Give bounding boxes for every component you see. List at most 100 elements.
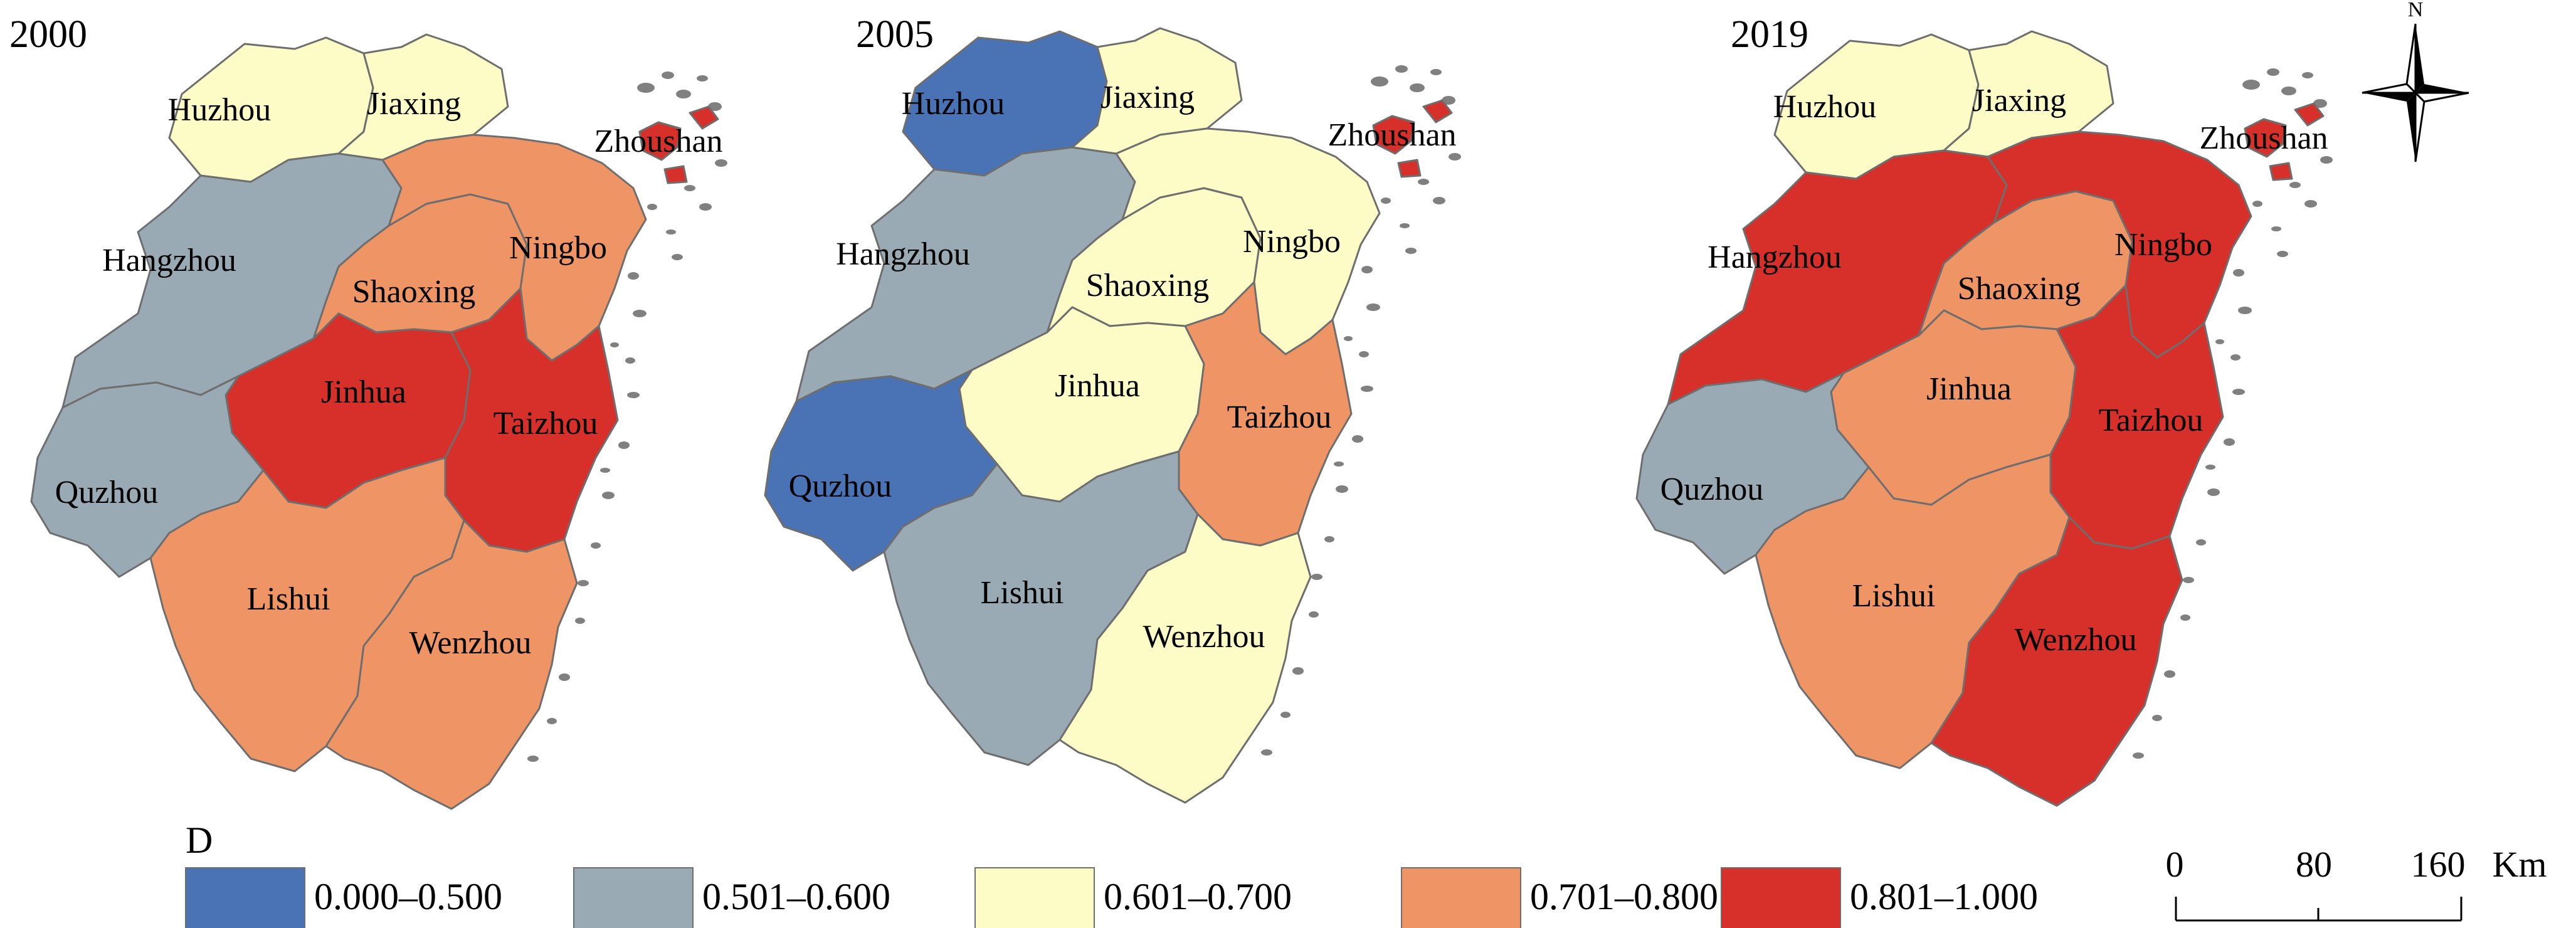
scale-bar: 0 80 160 Km xyxy=(2166,844,2547,922)
island-shape xyxy=(1359,351,1369,357)
island-shape xyxy=(647,204,657,210)
island-shape xyxy=(2277,251,2288,257)
island-shape xyxy=(527,756,539,762)
legend-swatch xyxy=(185,867,305,928)
island-shape xyxy=(1433,197,1445,204)
island-shape xyxy=(2252,201,2262,207)
island-shape xyxy=(2238,307,2252,314)
island-shape xyxy=(1280,712,1291,718)
island-shape xyxy=(2281,87,2296,95)
island-shape xyxy=(2207,488,2220,496)
map-year-label: 2000 xyxy=(9,13,87,56)
island-shape xyxy=(1449,153,1461,161)
island-shape xyxy=(628,272,639,280)
island-shape xyxy=(2289,182,2301,188)
island-shape xyxy=(1324,536,1334,542)
island-shape xyxy=(676,90,691,98)
legend-swatch xyxy=(1401,867,1521,928)
region-label-ningbo: Ningbo xyxy=(1243,224,1341,260)
scale-unit: Km xyxy=(2493,844,2547,885)
region-label-ningbo: Ningbo xyxy=(2114,227,2212,263)
island-shape xyxy=(578,580,589,586)
region-wenzhou xyxy=(325,519,578,810)
legend-items: 0.000–0.500 0.501–0.600 0.601–0.700 0.701–0… xyxy=(185,867,2038,928)
region-label-taizhou: Taizhou xyxy=(1227,399,1332,435)
region-label-hangzhou: Hangzhou xyxy=(102,243,236,278)
island-shape xyxy=(672,254,683,260)
map-2019: Huzhou Jiaxing Hangzhou Shaoxing Ningbo Jinhu… xyxy=(1635,30,2333,807)
island-shape xyxy=(602,492,615,499)
legend-label: 0.000–0.500 xyxy=(314,876,502,917)
region-label-taizhou: Taizhou xyxy=(2099,403,2204,438)
region-zhoushan xyxy=(1372,99,1453,178)
region-label-taizhou: Taizhou xyxy=(494,406,598,441)
region-label-zhoushan: Zhoushan xyxy=(594,124,722,159)
island-shape xyxy=(2304,200,2317,208)
region-label-quzhou: Quzhou xyxy=(1660,472,1764,507)
island-shape xyxy=(2233,269,2244,277)
legend-label: 0.501–0.600 xyxy=(702,876,890,917)
island-shape xyxy=(1361,386,1373,392)
island-shape xyxy=(699,203,712,211)
island-shape xyxy=(625,357,635,364)
island-shape xyxy=(547,718,557,724)
island-shape xyxy=(1334,461,1344,467)
region-label-jinhua: Jinhua xyxy=(1055,368,1140,404)
island-shape xyxy=(666,229,676,235)
island-shape xyxy=(1292,667,1304,675)
island-shape xyxy=(2320,156,2333,164)
island-shape xyxy=(2242,80,2260,90)
region-label-quzhou: Quzhou xyxy=(55,475,159,510)
island-shape xyxy=(559,673,570,681)
island-shape xyxy=(2230,354,2241,361)
island-shape xyxy=(2232,389,2245,395)
island-shape xyxy=(2267,68,2279,76)
region-label-jiaxing: Jiaxing xyxy=(1972,83,2066,119)
island-shape xyxy=(2196,539,2206,546)
island-shape xyxy=(1400,223,1410,228)
island-shape xyxy=(2152,715,2162,721)
region-label-lishui: Lishui xyxy=(247,581,330,617)
island-shape xyxy=(1361,266,1373,273)
island-shape xyxy=(610,342,619,347)
island-shape xyxy=(600,468,610,473)
region-label-jiaxing: Jiaxing xyxy=(1101,80,1195,115)
island-shape xyxy=(2215,339,2224,344)
island-shape xyxy=(1311,574,1322,580)
region-label-wenzhou: Wenzhou xyxy=(409,625,531,661)
island-shape xyxy=(637,83,655,93)
island-shape xyxy=(1395,65,1408,73)
region-label-shaoxing: Shaoxing xyxy=(352,274,475,310)
legend-swatch xyxy=(573,867,694,928)
region-label-lishui: Lishui xyxy=(981,575,1064,611)
map-year-label: 2019 xyxy=(1731,13,1808,56)
region-label-huzhou: Huzhou xyxy=(902,86,1005,122)
legend-label: 0.801–1.000 xyxy=(1850,876,2038,917)
north-label: N xyxy=(2408,0,2424,21)
island-shape xyxy=(1418,179,1429,185)
scale-tick-0: 0 xyxy=(2166,844,2184,885)
region-label-huzhou: Huzhou xyxy=(1773,89,1877,125)
island-shape xyxy=(2205,465,2215,470)
island-shape xyxy=(2271,226,2281,231)
island-shape xyxy=(627,392,640,398)
region-label-quzhou: Quzhou xyxy=(789,468,892,504)
region-wenzhou xyxy=(1930,516,2183,807)
map-2005: Huzhou Jiaxing Hangzhou Shaoxing Ningbo Jinhu… xyxy=(764,27,1461,804)
legend-title: D xyxy=(186,820,213,861)
map-2000: Huzhou Jiaxing Hangzhou Shaoxing Ningbo Jinhu… xyxy=(30,33,727,810)
island-shape xyxy=(633,310,647,317)
region-label-huzhou: Huzhou xyxy=(168,92,272,128)
region-label-shaoxing: Shaoxing xyxy=(1086,268,1209,303)
north-arrow-icon: N xyxy=(2362,0,2469,162)
region-label-ningbo: Ningbo xyxy=(509,230,607,266)
island-shape xyxy=(591,542,601,549)
island-shape xyxy=(1344,336,1353,341)
legend-swatch xyxy=(974,867,1095,928)
island-shape xyxy=(1261,749,1272,756)
island-shape xyxy=(697,75,708,82)
region-label-hangzhou: Hangzhou xyxy=(836,236,970,272)
legend-label: 0.701–0.800 xyxy=(1530,876,1718,917)
region-zhoushan xyxy=(638,105,719,184)
